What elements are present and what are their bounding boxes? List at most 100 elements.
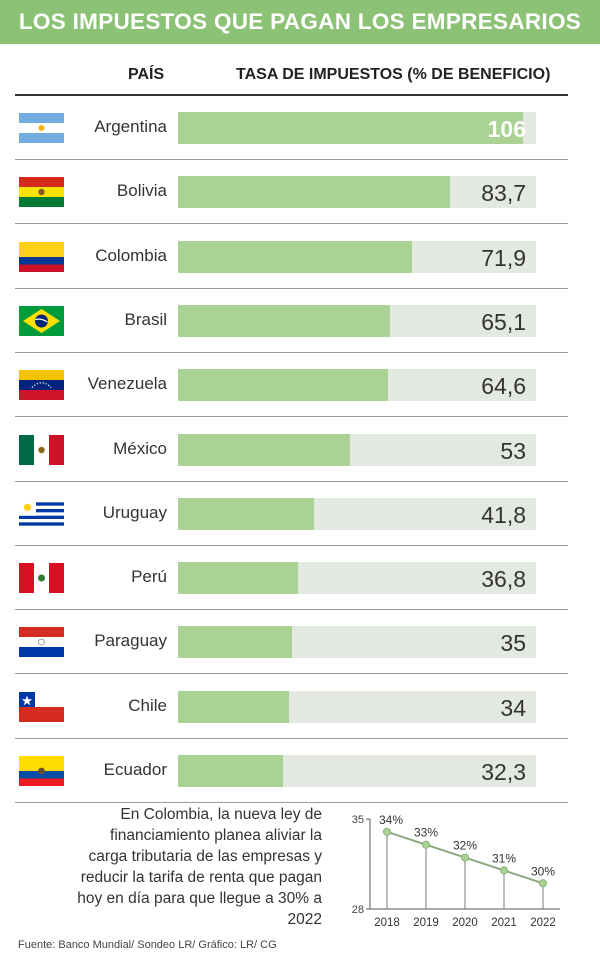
row-divider [15, 351, 568, 353]
data-label: 32% [453, 839, 477, 853]
bar [178, 626, 292, 659]
paraguay-flag-icon [19, 627, 64, 658]
bar-row: Bolivia 83,7 [15, 160, 568, 225]
bar-track: 53 [178, 433, 536, 466]
bar-row: Brasil 65,1 [15, 289, 568, 353]
brazil-flag-icon [19, 305, 64, 336]
value-label: 83,7 [481, 180, 526, 207]
row-divider [15, 609, 568, 611]
bar-track: 35 [178, 626, 536, 659]
value-label: 36,8 [481, 566, 526, 593]
bar [178, 497, 315, 530]
value-label: 35 [500, 630, 526, 657]
row-divider [15, 480, 568, 482]
source-text: Fuente: Banco Mundial/ Sondeo LR/ Gráfic… [18, 939, 277, 951]
peru-flag-icon [19, 563, 64, 594]
x-tick-label: 2020 [452, 917, 478, 929]
title-bar: LOS IMPUESTOS QUE PAGAN LOS EMPRESARIOS [0, 0, 600, 44]
mini-line-chart: 35 28 34% 2018 33% 2019 32% 2020 31% 2021 30% 2022 [340, 805, 570, 937]
bar [178, 562, 298, 595]
country-label: Chile [128, 695, 167, 715]
value-label: 71,9 [481, 244, 526, 271]
argentina-flag-icon [19, 113, 64, 143]
x-tick-label: 2022 [530, 917, 556, 929]
bar-row: Argentina 106 [15, 96, 568, 160]
venezuela-flag-icon [19, 370, 64, 401]
uruguay-flag-icon [19, 498, 64, 529]
country-column-header: PAÍS [128, 66, 165, 83]
row-divider [15, 544, 568, 546]
bar-track: 41,8 [178, 497, 536, 530]
note-text: En Colombia, la nueva ley de financiamie… [77, 806, 322, 928]
bar-row: Perú 36,8 [15, 546, 568, 611]
country-label: Paraguay [94, 631, 167, 651]
rate-column-header: TASA DE IMPUESTOS (% DE BENEFICIO) [236, 66, 551, 83]
value-label: 53 [500, 437, 526, 464]
country-label: Brasil [124, 309, 167, 329]
data-label: 30% [531, 864, 555, 878]
value-label: 34 [500, 694, 526, 721]
value-label: 32,3 [481, 759, 526, 785]
country-label: Argentina [94, 117, 167, 136]
data-point [499, 866, 508, 875]
row-divider [15, 416, 568, 418]
country-label: Venezuela [87, 374, 167, 394]
bar [178, 755, 284, 787]
bar-row: Colombia 71,9 [15, 225, 568, 289]
country-label: Bolivia [116, 181, 167, 201]
bar-track: 34 [178, 690, 536, 723]
x-tick-label: 2021 [491, 917, 517, 929]
country-label: Colombia [95, 245, 167, 265]
country-label: México [113, 438, 167, 458]
row-divider [15, 159, 568, 160]
row-divider [15, 673, 568, 675]
chile-flag-icon [19, 691, 64, 722]
data-label: 33% [414, 826, 438, 840]
data-label: 34% [379, 813, 403, 827]
value-label: 64,6 [481, 373, 526, 400]
country-label: Ecuador [103, 760, 167, 779]
bar-row: Paraguay 35 [15, 610, 568, 675]
data-label: 31% [492, 851, 516, 865]
bar [178, 369, 389, 402]
bolivia-flag-icon [19, 177, 64, 208]
colombia-flag-icon [19, 241, 64, 272]
bar-track: 71,9 [178, 240, 536, 273]
x-tick-label: 2018 [374, 917, 400, 929]
value-label: 41,8 [481, 501, 526, 528]
bar [178, 176, 451, 209]
data-point [422, 840, 431, 849]
bar-track: 83,7 [178, 176, 536, 209]
bar-track: 65,1 [178, 304, 536, 337]
bar [178, 240, 412, 273]
bar-row: Chile 34 [15, 675, 568, 739]
mexico-flag-icon [19, 434, 64, 465]
value-label: 106 [487, 116, 526, 142]
row-divider [15, 287, 568, 289]
data-point [461, 853, 470, 862]
bar-row: México 53 [15, 418, 568, 482]
bar [178, 304, 390, 337]
page-title: LOS IMPUESTOS QUE PAGAN LOS EMPRESARIOS [18, 9, 582, 34]
data-point [383, 827, 392, 836]
row-divider [15, 737, 568, 739]
row-divider [15, 802, 568, 803]
bar-row: Uruguay 41,8 [15, 482, 568, 546]
bar-track: 64,6 [178, 369, 536, 402]
bar-track: 106 [178, 112, 536, 144]
bar-row: Venezuela 64,6 [15, 353, 568, 418]
country-label: Perú [131, 567, 167, 587]
y-tick-label: 28 [352, 904, 364, 916]
value-label: 65,1 [481, 308, 526, 335]
ecuador-flag-icon [19, 756, 64, 786]
row-divider [15, 223, 568, 225]
data-point [538, 879, 547, 888]
bar-track: 36,8 [178, 562, 536, 595]
bar-row: Ecuador 32,3 [15, 739, 568, 803]
y-tick-label: 35 [352, 814, 364, 826]
bar [178, 690, 289, 723]
bar [178, 433, 351, 466]
country-label: Uruguay [102, 502, 167, 522]
x-tick-label: 2019 [413, 917, 439, 929]
bar [178, 112, 523, 144]
